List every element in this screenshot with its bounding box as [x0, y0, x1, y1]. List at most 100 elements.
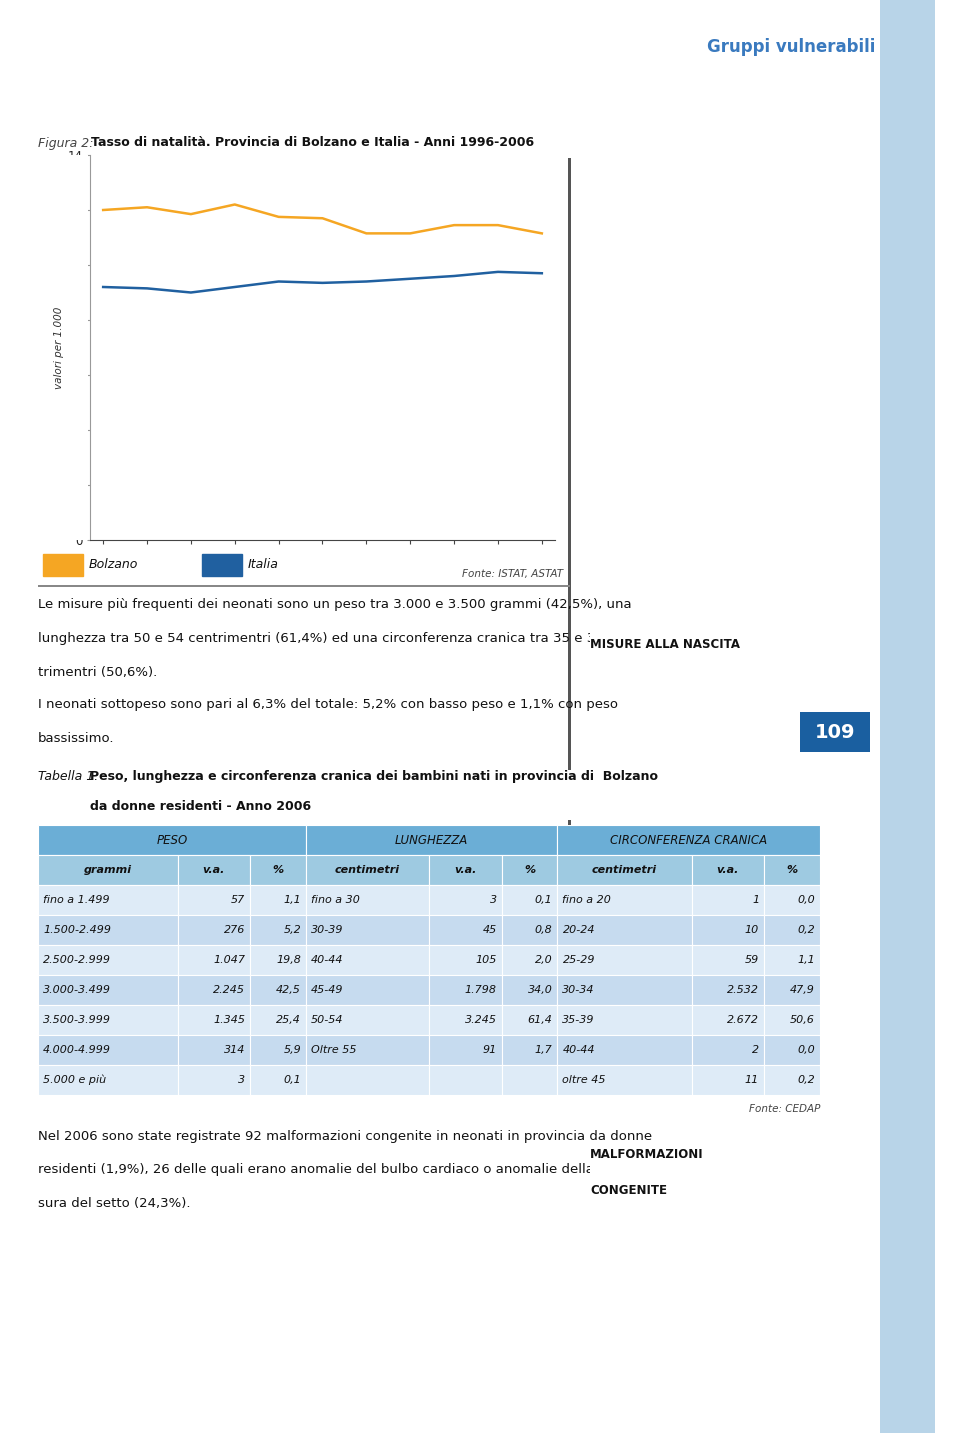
Bar: [251, 1065, 306, 1095]
Bar: [429, 886, 502, 916]
Text: 34,0: 34,0: [528, 984, 552, 995]
Bar: [502, 1065, 558, 1095]
Bar: [178, 944, 251, 974]
Bar: [764, 886, 820, 916]
Bar: [502, 1005, 558, 1035]
Text: 276: 276: [224, 924, 245, 934]
Text: 0,0: 0,0: [797, 1045, 815, 1055]
Text: trimentri (50,6%).: trimentri (50,6%).: [38, 666, 157, 679]
Bar: [558, 916, 691, 944]
Text: 2.245: 2.245: [213, 984, 245, 995]
Text: fino a 1.499: fino a 1.499: [43, 896, 109, 906]
Bar: [306, 825, 558, 856]
Bar: [764, 916, 820, 944]
Bar: [691, 886, 764, 916]
Bar: [558, 886, 691, 916]
Text: da donne residenti - Anno 2006: da donne residenti - Anno 2006: [90, 800, 312, 813]
Bar: [502, 944, 558, 974]
Text: 1,1: 1,1: [797, 954, 815, 964]
Text: 91: 91: [482, 1045, 496, 1055]
Text: %: %: [524, 866, 535, 876]
Text: 3.000-3.499: 3.000-3.499: [43, 984, 111, 995]
Bar: [691, 916, 764, 944]
Bar: [38, 916, 178, 944]
Text: 5,2: 5,2: [283, 924, 301, 934]
Text: 30-39: 30-39: [311, 924, 344, 934]
Text: 1.047: 1.047: [213, 954, 245, 964]
Bar: [764, 856, 820, 886]
Bar: [306, 1005, 429, 1035]
Text: CONGENITE: CONGENITE: [590, 1184, 667, 1197]
Text: 0,1: 0,1: [283, 1075, 301, 1085]
Text: 5.000 e più: 5.000 e più: [43, 1075, 107, 1085]
Text: %: %: [786, 866, 798, 876]
Bar: [502, 1035, 558, 1065]
Bar: [38, 1035, 178, 1065]
Text: oltre 45: oltre 45: [563, 1075, 606, 1085]
Text: MISURE ALLA NASCITA: MISURE ALLA NASCITA: [590, 639, 740, 652]
Text: 0,1: 0,1: [535, 896, 552, 906]
Bar: [429, 974, 502, 1005]
Bar: [306, 916, 429, 944]
Bar: [251, 886, 306, 916]
Bar: [764, 974, 820, 1005]
Text: I neonati sottopeso sono pari al 6,3% del totale: 5,2% con basso peso e 1,1% con: I neonati sottopeso sono pari al 6,3% de…: [38, 698, 618, 711]
Text: 40-44: 40-44: [563, 1045, 595, 1055]
Bar: [306, 1065, 429, 1095]
Text: residenti (1,9%), 26 delle quali erano anomalie del bulbo cardiaco o anomalie de: residenti (1,9%), 26 delle quali erano a…: [38, 1164, 631, 1176]
Text: 1: 1: [752, 896, 759, 906]
Text: 3.245: 3.245: [465, 1015, 496, 1025]
Text: 45-49: 45-49: [311, 984, 344, 995]
Text: 105: 105: [475, 954, 496, 964]
Text: Gruppi vulnerabili: Gruppi vulnerabili: [707, 39, 875, 56]
Bar: [178, 974, 251, 1005]
Bar: [691, 974, 764, 1005]
Text: grammi: grammi: [84, 866, 132, 876]
Bar: [691, 1065, 764, 1095]
Text: 10: 10: [745, 924, 759, 934]
Bar: [38, 1005, 178, 1035]
Bar: [764, 1065, 820, 1095]
Bar: [691, 1035, 764, 1065]
Bar: [38, 974, 178, 1005]
Text: 2.500-2.999: 2.500-2.999: [43, 954, 111, 964]
Text: 109: 109: [815, 722, 855, 741]
Bar: [38, 944, 178, 974]
Text: 1,7: 1,7: [535, 1045, 552, 1055]
Text: 0,2: 0,2: [797, 1075, 815, 1085]
Bar: [502, 856, 558, 886]
Text: Nel 2006 sono state registrate 92 malformazioni congenite in neonati in provinci: Nel 2006 sono state registrate 92 malfor…: [38, 1131, 652, 1144]
Bar: [203, 553, 242, 576]
Text: 50,6: 50,6: [790, 1015, 815, 1025]
Bar: [691, 944, 764, 974]
Text: valori per 1.000: valori per 1.000: [54, 307, 64, 388]
Bar: [764, 1035, 820, 1065]
Text: fino a 20: fino a 20: [563, 896, 612, 906]
Text: 0,8: 0,8: [535, 924, 552, 934]
Text: 5,9: 5,9: [283, 1045, 301, 1055]
Text: 59: 59: [745, 954, 759, 964]
Text: v.a.: v.a.: [454, 866, 476, 876]
Bar: [558, 944, 691, 974]
Text: Le misure più frequenti dei neonati sono un peso tra 3.000 e 3.500 grammi (42,5%: Le misure più frequenti dei neonati sono…: [38, 598, 632, 610]
Bar: [251, 856, 306, 886]
Text: 3.500-3.999: 3.500-3.999: [43, 1015, 111, 1025]
Text: %: %: [273, 866, 284, 876]
Bar: [691, 1005, 764, 1035]
Text: 50-54: 50-54: [311, 1015, 344, 1025]
Bar: [178, 1035, 251, 1065]
Text: 61,4: 61,4: [528, 1015, 552, 1025]
Text: 2: 2: [752, 1045, 759, 1055]
Text: Tabella 1:: Tabella 1:: [38, 770, 107, 782]
Text: CIRCONFERENZA CRANICA: CIRCONFERENZA CRANICA: [611, 834, 767, 847]
Bar: [429, 1035, 502, 1065]
Bar: [558, 856, 691, 886]
Bar: [38, 886, 178, 916]
Bar: [764, 944, 820, 974]
Bar: [306, 974, 429, 1005]
Text: 1.500-2.499: 1.500-2.499: [43, 924, 111, 934]
Text: 42,5: 42,5: [276, 984, 301, 995]
Text: Italia: Italia: [248, 559, 278, 572]
Bar: [178, 856, 251, 886]
Text: 1.798: 1.798: [465, 984, 496, 995]
